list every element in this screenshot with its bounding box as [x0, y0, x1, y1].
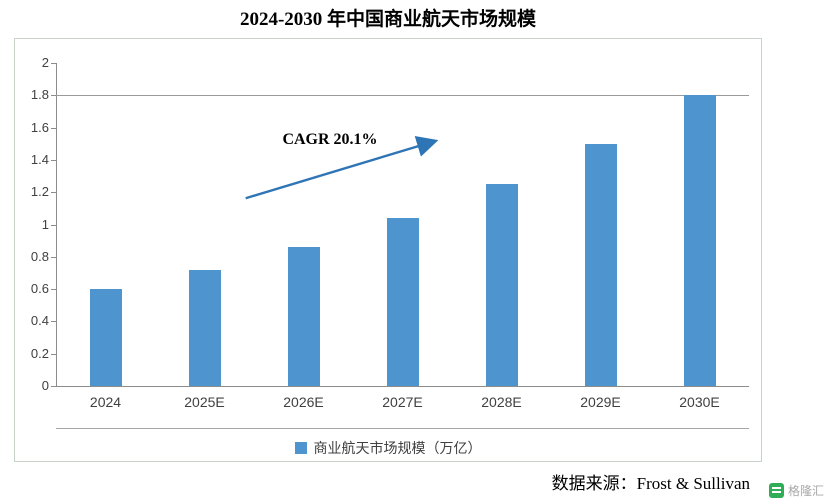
legend-label: 商业航天市场规模（万亿） — [313, 440, 482, 456]
y-tick-label: 0.4 — [30, 313, 49, 329]
watermark: 格隆汇 — [768, 482, 824, 499]
bar-2027E — [386, 218, 419, 386]
chart-title: 2024-2030 年中国商业航天市场规模 — [239, 9, 537, 30]
y-tick-mark — [51, 127, 56, 129]
chart-legend: 商业航天市场规模（万亿） — [15, 438, 761, 458]
x-tick-label: 2024 — [89, 394, 122, 410]
bar-2025E — [188, 269, 221, 386]
cagr-annotation: CAGR 20.1% — [282, 131, 378, 148]
x-tick-label: 2026E — [283, 394, 324, 410]
bar-2029E — [584, 143, 617, 386]
legend-swatch — [294, 442, 307, 454]
y-tick-label: 1 — [41, 216, 49, 232]
bar-2030E — [683, 95, 716, 386]
bar-2026E — [287, 247, 320, 386]
y-tick-label: 1.4 — [30, 151, 49, 167]
y-tick-mark — [51, 321, 56, 323]
y-tick-mark — [51, 192, 56, 194]
y-tick-mark — [51, 224, 56, 226]
y-tick-label: 0.8 — [30, 248, 49, 264]
bar-2024 — [89, 289, 122, 386]
y-tick-mark — [51, 95, 56, 97]
y-tick-label: 1.8 — [30, 87, 49, 103]
watermark-text: 格隆汇 — [787, 484, 824, 498]
data-source: 数据来源：Frost & Sullivan — [551, 474, 750, 493]
y-tick-mark — [51, 63, 56, 64]
y-tick-mark — [51, 386, 56, 387]
chart-container: 0 0.2 0.4 0.6 0.8 1 1.2 1.4 1.6 1.8 2 2024 2025E 2026… — [14, 38, 762, 462]
y-tick-mark — [51, 159, 56, 161]
y-tick-label: 0 — [41, 378, 49, 393]
y-tick-mark — [51, 289, 56, 291]
y-axis-line — [56, 63, 57, 386]
x-axis-line — [56, 386, 749, 387]
plot-area: 0 0.2 0.4 0.6 0.8 1 1.2 1.4 1.6 1.8 2 2024 2025E 2026… — [15, 39, 761, 461]
x-tick-label: 2030E — [679, 394, 720, 410]
y-tick-label: 1.2 — [30, 184, 49, 200]
y-tick-mark — [51, 353, 56, 355]
top-gridline — [56, 95, 749, 97]
legend-divider — [56, 428, 749, 429]
gelonghui-logo-icon — [768, 483, 784, 498]
y-tick-label: 1.6 — [30, 119, 49, 135]
x-tick-label: 2027E — [382, 394, 423, 410]
x-tick-label: 2025E — [184, 394, 225, 410]
y-tick-label: 0.6 — [30, 281, 49, 297]
x-tick-label: 2028E — [481, 394, 522, 410]
bar-2028E — [485, 184, 518, 386]
y-tick-mark — [51, 256, 56, 258]
y-tick-label: 2 — [41, 55, 49, 70]
y-tick-label: 0.2 — [30, 345, 49, 361]
x-tick-label: 2029E — [580, 394, 621, 410]
